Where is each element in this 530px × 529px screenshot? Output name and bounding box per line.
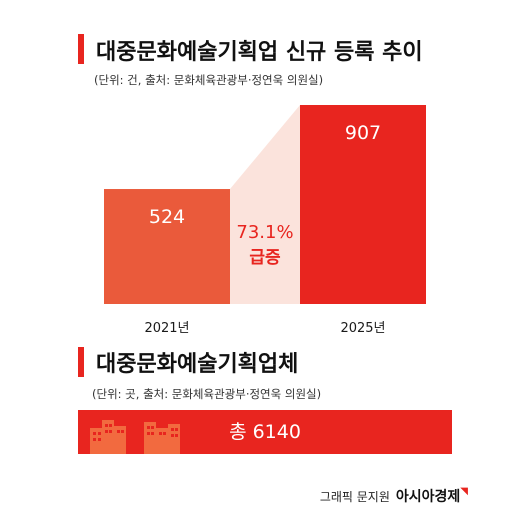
- growth-band: [230, 105, 300, 304]
- credit-line: 그래픽 문지원 아시아경제◥: [320, 486, 468, 506]
- total-bar: [78, 410, 452, 454]
- growth-rate-label: 73.1%: [236, 222, 293, 243]
- growth-bar-chart: 524 907 2021년 2025년 73.1% 급증: [104, 105, 426, 336]
- section1-accent-bar: [78, 34, 84, 64]
- section2-accent-bar: [78, 347, 84, 377]
- brand-logo: 아시아경제: [395, 489, 461, 505]
- buildings-icon: [90, 420, 180, 454]
- category-label-0: 2021년: [144, 321, 189, 336]
- category-label-1: 2025년: [340, 321, 385, 336]
- credit-text: 그래픽 문지원: [319, 490, 390, 504]
- chart-title: 대중문화예술기획업 신규 등록 추이: [96, 40, 423, 65]
- bar-value-label-1: 907: [345, 122, 381, 144]
- bar-1: [300, 105, 426, 304]
- chart-source-note: (단위: 건, 출처: 문화체육관광부·정연욱 의원실): [94, 73, 324, 87]
- bar-0: [104, 189, 230, 304]
- bar-value-label-0: 524: [149, 206, 185, 228]
- growth-word-label: 급증: [249, 248, 281, 268]
- brand-mark-icon: ◥: [460, 486, 468, 497]
- section2-source-note: (단위: 곳, 출처: 문화체육관광부·정연욱 의원실): [92, 387, 322, 401]
- section2-title: 대중문화예술기획업체: [96, 352, 299, 377]
- total-count-label: 총 6140: [229, 421, 301, 443]
